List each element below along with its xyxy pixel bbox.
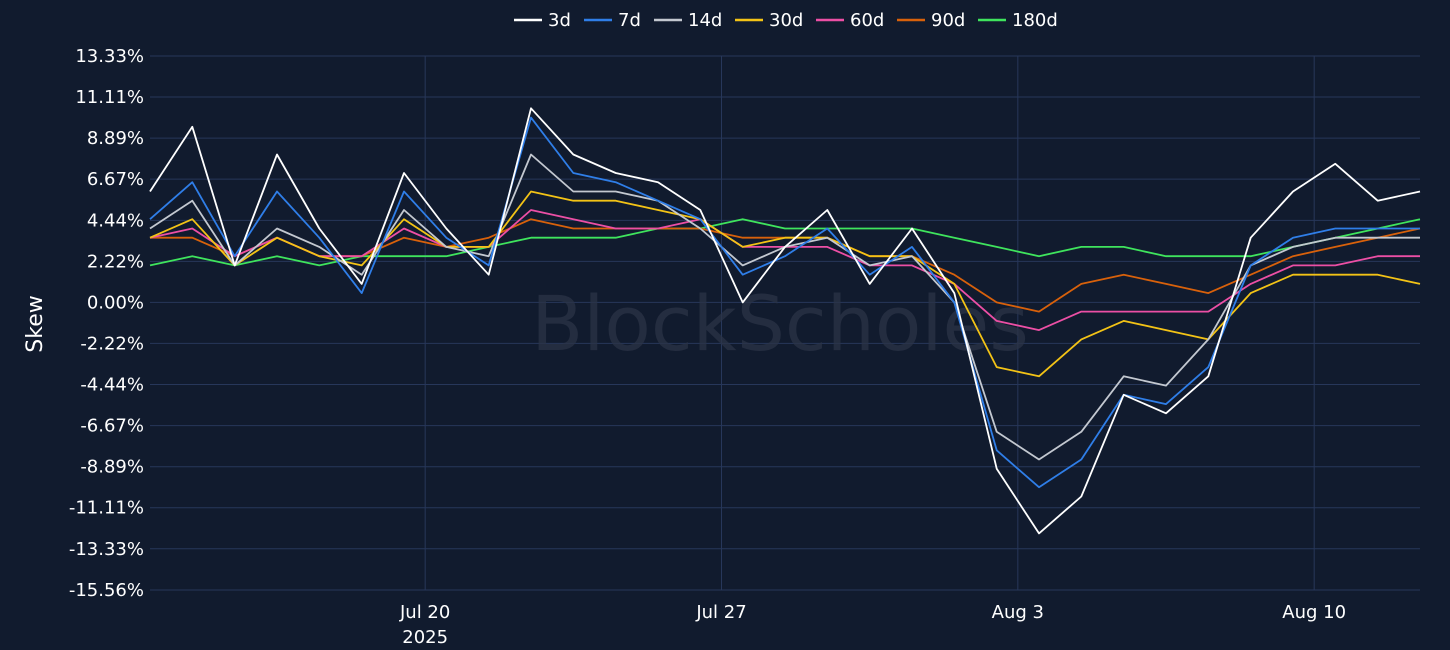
y-tick-label: 0.00% [87,292,144,313]
legend-item-90d[interactable]: 90d [897,10,965,31]
y-tick-label: 4.44% [87,210,144,231]
legend-item-180d[interactable]: 180d [978,10,1058,31]
series-line-3d [149,107,1421,535]
x-axis-ticks: Jul 20 2025 Jul 27 Aug 3 Aug 10 [399,602,1346,648]
y-tick-label: -15.56% [69,580,144,601]
y-tick-label: -11.11% [69,498,144,519]
grid [150,55,1420,591]
legend: 3d 7d 14d 30d 60d 90d 180d [514,10,1058,31]
y-axis-ticks: 13.33% 11.11% 8.89% 6.67% 4.44% 2.22% 0.00% -2.… [69,46,144,601]
y-tick-label: -8.89% [80,457,144,478]
y-tick-label: 8.89% [87,128,144,149]
legend-label: 7d [618,10,641,31]
y-tick-label: 13.33% [75,46,144,67]
legend-label: 180d [1012,10,1058,31]
y-tick-label: 11.11% [75,87,144,108]
legend-item-3d[interactable]: 3d [514,10,571,31]
y-tick-label: 6.67% [87,169,144,190]
legend-label: 3d [548,10,571,31]
y-tick-label: -13.33% [69,539,144,560]
legend-item-60d[interactable]: 60d [816,10,884,31]
x-tick-year-label: 2025 [402,627,448,648]
y-tick-label: -2.22% [80,333,144,354]
legend-label: 30d [769,10,803,31]
y-axis-title: Skew [23,295,48,352]
legend-label: 90d [931,10,965,31]
x-tick-label: Jul 20 [399,602,450,623]
legend-item-14d[interactable]: 14d [654,10,722,31]
legend-item-7d[interactable]: 7d [584,10,641,31]
y-tick-label: -6.67% [80,416,144,437]
series-lines [149,107,1421,535]
legend-label: 14d [688,10,722,31]
y-tick-label: 2.22% [87,251,144,272]
y-tick-label: -4.44% [80,374,144,395]
legend-item-30d[interactable]: 30d [735,10,803,31]
x-tick-label: Aug 10 [1282,602,1346,623]
x-tick-label: Jul 27 [695,602,746,623]
x-tick-label: Aug 3 [992,602,1044,623]
series-line-7d [149,116,1420,489]
series-line-180d [149,218,1421,267]
legend-label: 60d [850,10,884,31]
